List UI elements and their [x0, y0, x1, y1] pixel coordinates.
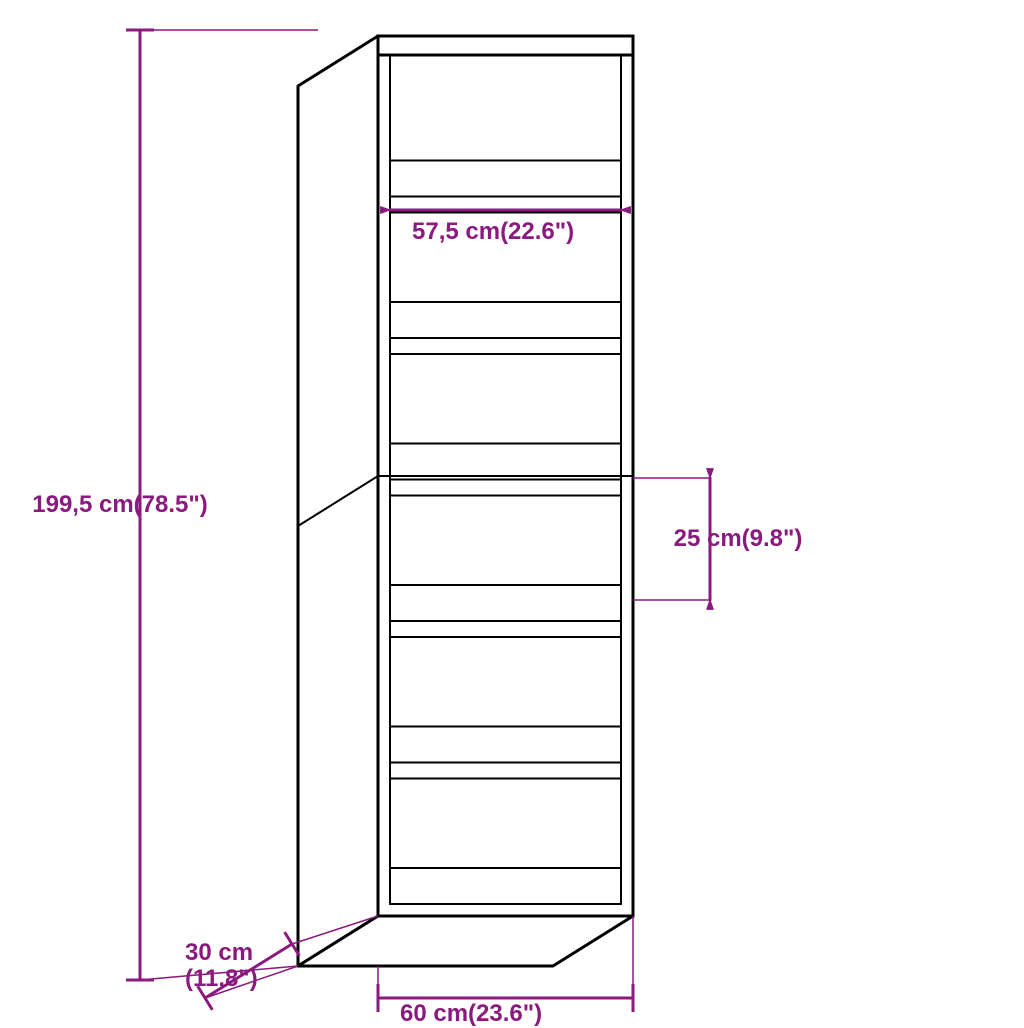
dim-depth-label: 30 cm(11.8"): [185, 940, 258, 993]
dim-height-label: 199,5 cm(78.5"): [32, 491, 208, 519]
dim-shelf-gap-label: 25 cm(9.8"): [674, 525, 803, 553]
dim-inner-width-label: 57,5 cm(22.6"): [412, 218, 574, 246]
